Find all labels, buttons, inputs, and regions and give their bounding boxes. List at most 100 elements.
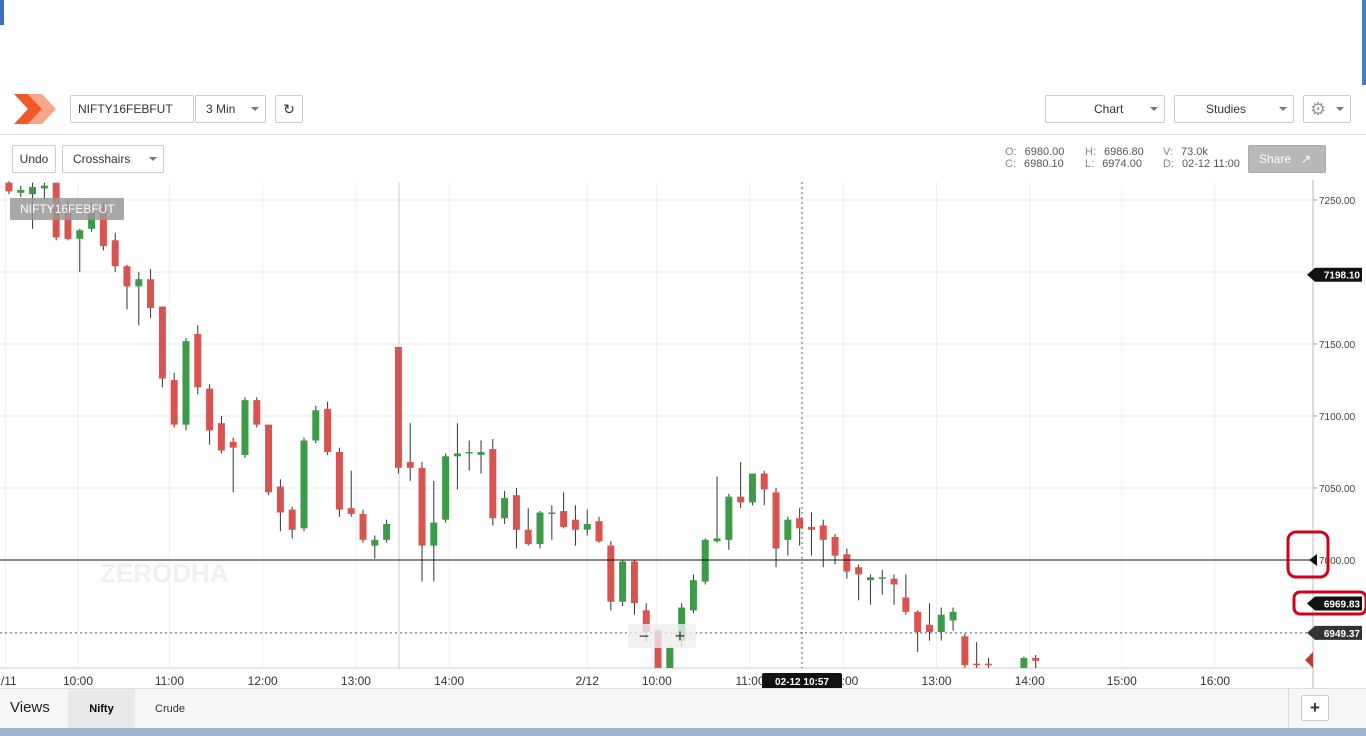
candle-body [784, 519, 792, 540]
annotation [1286, 530, 1330, 579]
candle-body [666, 647, 674, 668]
candle-body [383, 524, 391, 540]
candle-body [324, 408, 332, 452]
refresh-button[interactable]: ↻ [275, 95, 303, 123]
candle-body [1020, 657, 1028, 668]
candle-body [949, 611, 957, 621]
candle-body [619, 561, 627, 602]
add-view-button[interactable]: + [1301, 695, 1329, 721]
y-tick-label: 7100.00 [1319, 412, 1356, 423]
candle-body [914, 611, 922, 632]
y-tick-label: 7250.00 [1319, 196, 1356, 207]
candle-body [796, 518, 804, 529]
ohlc-key: L: [1085, 158, 1095, 170]
taskbar [0, 728, 1366, 736]
ohlc-value: 6986.80 [1104, 146, 1144, 158]
candle-body [1032, 657, 1040, 661]
watermark: ZERODHA [100, 558, 229, 588]
candle-body [229, 441, 237, 448]
candle-body [17, 189, 25, 193]
x-tick-label: 13:00 [922, 674, 952, 688]
share-icon: ↗ [1301, 152, 1312, 166]
logo [14, 94, 56, 124]
candle-body [807, 526, 815, 530]
crosshair-label-box [762, 673, 842, 689]
candle-body [961, 636, 969, 666]
ohlc-item: C: 6980.10 [1005, 158, 1064, 170]
candle-body [654, 630, 662, 668]
x-tick-label: 11:00 [736, 674, 765, 688]
settings-button[interactable]: ⚙ [1303, 95, 1351, 123]
share-button[interactable]: Share ↗ [1248, 145, 1326, 173]
view-tab[interactable]: Nifty [68, 689, 135, 729]
candle-body [241, 400, 249, 455]
candle-body [701, 539, 709, 582]
candle-body [88, 211, 96, 229]
candle-body [925, 624, 933, 632]
candle-body [430, 522, 438, 546]
price-tag-label: 6969.83 [1324, 599, 1361, 610]
candle-body [29, 187, 37, 195]
candle-body [737, 496, 745, 503]
candle-body [335, 452, 343, 510]
ohlc-item: H: 6986.80 [1085, 146, 1144, 158]
x-tick-label: 10:00 [63, 674, 93, 688]
candle-body [99, 207, 107, 247]
x-tick-label: 14:00 [1015, 674, 1045, 688]
candle-body [595, 521, 603, 542]
candle-body [442, 456, 450, 520]
candle-body [760, 473, 768, 490]
undo-button[interactable]: Undo [12, 145, 56, 173]
price-tag-box [1307, 596, 1362, 611]
candle-body [855, 567, 863, 575]
candle-body [76, 230, 84, 239]
price-tag-label: 6949.37 [1324, 629, 1361, 640]
annotation [1292, 590, 1366, 616]
candle-body [206, 388, 214, 431]
crosshair-label: 02-12 10:57 [762, 673, 842, 689]
interval-select[interactable]: 3 Min [195, 95, 266, 123]
candle-body [748, 473, 756, 503]
view-tab[interactable]: Crude [155, 703, 185, 715]
candle-body [607, 545, 615, 602]
candle-body [866, 577, 874, 581]
candle-body [40, 185, 48, 189]
candle-body [489, 449, 497, 519]
candle-body [64, 205, 72, 239]
y-tick-label: 7050.00 [1319, 484, 1356, 495]
ohlc-key: H: [1085, 146, 1096, 158]
candle-body [418, 467, 426, 546]
share-label: Share [1259, 152, 1292, 166]
chart: 7250.007200.007150.007100.007050.007000.… [0, 180, 1366, 689]
ohlc-value: 73.0k [1181, 146, 1208, 158]
symbol-input[interactable]: NIFTY16FEBFUT [70, 95, 194, 123]
candle-body [819, 525, 827, 540]
views-label: Views [10, 699, 50, 716]
zoom-in[interactable]: + [675, 626, 686, 646]
candle-body [194, 333, 202, 388]
candle-body [477, 452, 485, 455]
x-tick-label: 14:00 [434, 674, 464, 688]
ohlc-item: O: 6980.00 [1005, 146, 1064, 158]
candle-body [902, 597, 910, 612]
candle-body [984, 663, 992, 666]
candle-body [182, 341, 190, 425]
ohlc-value: 02-12 11:00 [1182, 158, 1240, 170]
candle-body [371, 539, 379, 546]
crosshair-label-text: 02-12 10:57 [775, 677, 829, 688]
studies-select[interactable]: Studies [1174, 95, 1294, 123]
candle-body [276, 486, 284, 513]
x-tick-label: 11:00 [155, 674, 184, 688]
candle-body [359, 513, 367, 540]
chart-select[interactable]: Chart [1045, 95, 1165, 123]
candle-body [772, 492, 780, 549]
zoom-control [628, 624, 696, 648]
crosshairs-select[interactable]: Crosshairs [62, 145, 164, 173]
ohlc-value: 6980.10 [1024, 158, 1064, 170]
x-tick-label: 13:00 [341, 674, 371, 688]
y-tick-label: 7000.00 [1319, 556, 1356, 567]
zoom-out[interactable]: − [639, 626, 650, 646]
candle-body [843, 554, 851, 572]
candle-body [689, 580, 697, 611]
candle-body [890, 578, 898, 585]
